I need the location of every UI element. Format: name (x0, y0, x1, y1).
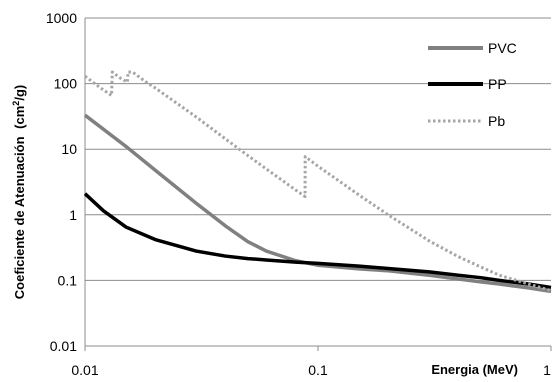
y-axis-label-unit: (cm (12, 106, 27, 129)
y-tick-label: 0.01 (50, 338, 77, 354)
legend-label-pp: PP (488, 76, 507, 92)
y-tick-label: 100 (54, 76, 78, 92)
y-axis-label-unit-end: /g) (12, 85, 27, 101)
x-tick-label: 1 (543, 362, 551, 378)
axes (84, 18, 552, 351)
x-tick-label: 0.1 (308, 362, 328, 378)
y-tick-label: 10 (61, 141, 77, 157)
y-tick-label: 1 (69, 207, 77, 223)
series-line-pp (83, 192, 552, 290)
series-lines (83, 70, 552, 294)
series-line-pvc (83, 113, 552, 294)
tick-labels: 0.01 0.1 1 10 100 1000 0.01 0.1 1 (46, 10, 551, 378)
y-axis-label: Coeficiente de Atenuación (cm2/g) (11, 85, 27, 299)
x-tick-label: 0.01 (71, 362, 98, 378)
series-line-pb (84, 70, 552, 293)
y-axis-label-main: Coeficiente de Atenuación (12, 136, 27, 299)
legend-label-pvc: PVC (488, 40, 517, 56)
legend-label-pb: Pb (488, 113, 505, 129)
y-tick-label: 0.1 (58, 272, 78, 288)
legend: PVC PP Pb (428, 40, 517, 129)
y-tick-label: 1000 (46, 10, 77, 26)
x-axis-label: Energia (MeV) (431, 362, 518, 377)
y-axis-label-unit-sup: 2 (11, 101, 21, 106)
